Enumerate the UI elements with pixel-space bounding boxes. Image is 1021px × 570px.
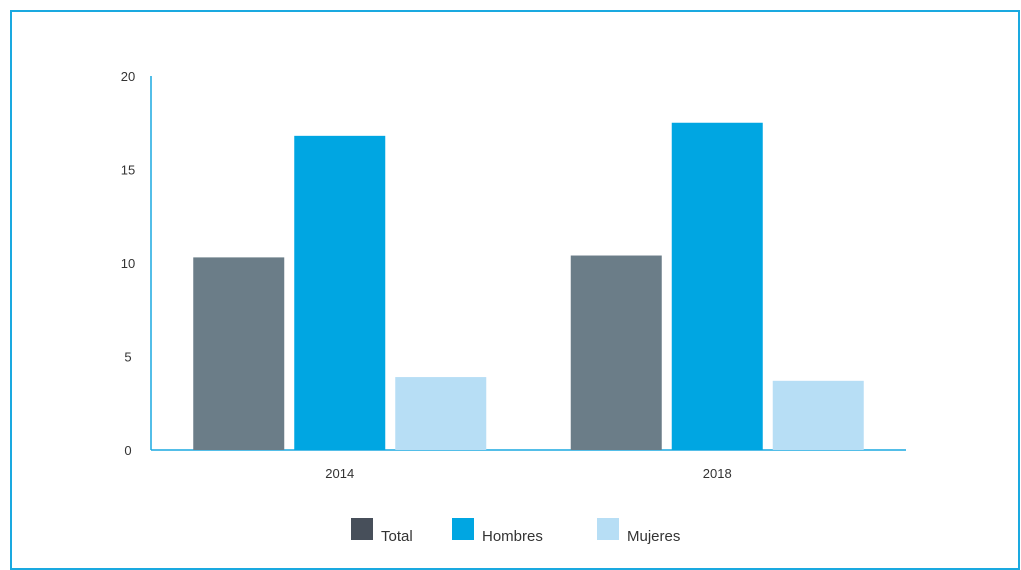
x-tick-label: 2014 [325, 466, 354, 481]
legend-swatch-mujeres [597, 518, 619, 540]
y-tick-label: 10 [121, 256, 135, 271]
legend-swatch-hombres [452, 518, 474, 540]
chart-frame [10, 10, 1020, 570]
legend-label-hombres: Hombres [482, 528, 543, 545]
bar-total-2018 [570, 255, 662, 450]
bar-total-2014 [193, 257, 285, 450]
legend-label-total: Total [381, 528, 413, 545]
legend-swatch-total [351, 518, 373, 540]
x-tick-label: 2018 [703, 466, 732, 481]
y-tick-label: 20 [121, 69, 135, 84]
bar-hombres-2014 [294, 135, 386, 450]
y-tick-label: 0 [124, 443, 131, 458]
bar-mujeres-2014 [395, 377, 487, 450]
legend-label-mujeres: Mujeres [627, 528, 680, 545]
bar-mujeres-2018 [772, 380, 864, 450]
bar-hombres-2018 [671, 122, 763, 450]
y-tick-label: 5 [124, 350, 131, 365]
y-tick-label: 15 [121, 163, 135, 178]
